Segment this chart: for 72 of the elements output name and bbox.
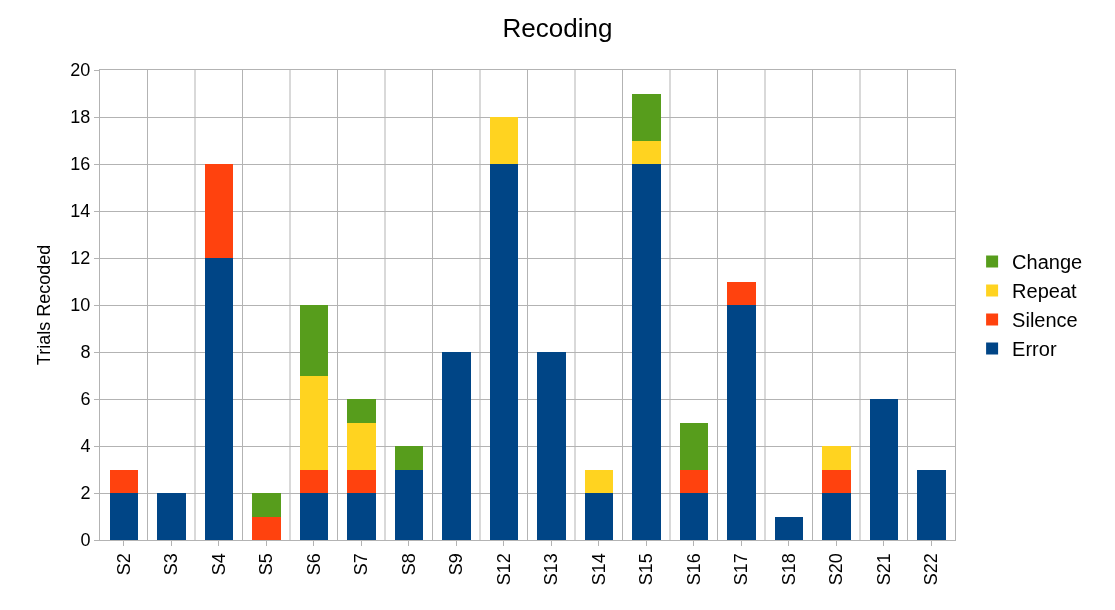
- legend-label: Silence: [1012, 309, 1078, 332]
- x-tick-label: S17: [731, 553, 752, 586]
- bar: [204, 258, 233, 540]
- y-tick-label: 16: [70, 154, 91, 175]
- legend-label: Repeat: [1012, 280, 1078, 303]
- bar: [679, 469, 708, 493]
- legend-label: Error: [1012, 338, 1057, 361]
- y-tick-label: 12: [70, 248, 91, 269]
- bar: [632, 93, 661, 141]
- x-tick-label: S4: [208, 553, 229, 576]
- x-tick-label: S9: [446, 553, 467, 576]
- y-tick-label: 6: [80, 389, 91, 410]
- bar: [774, 516, 803, 540]
- bar: [584, 493, 613, 540]
- y-tick-label: 20: [70, 60, 91, 81]
- bar: [109, 469, 138, 493]
- y-tick-label: 4: [80, 436, 91, 457]
- bar: [822, 469, 851, 493]
- bar: [537, 352, 566, 540]
- x-tick-label: S13: [541, 553, 562, 586]
- bar: [442, 352, 471, 540]
- bar: [347, 399, 376, 423]
- bar: [822, 446, 851, 470]
- bar: [347, 422, 376, 470]
- bar: [347, 493, 376, 540]
- bar: [204, 164, 233, 258]
- legend-label: Change: [1012, 251, 1083, 274]
- chart-title: Recoding: [502, 12, 613, 43]
- bar: [109, 493, 138, 540]
- y-tick-label: 8: [80, 342, 91, 363]
- x-tick-label: S16: [683, 553, 704, 586]
- x-tick-label: S20: [826, 553, 847, 586]
- x-tick-label: S6: [303, 553, 324, 576]
- bar: [299, 305, 328, 376]
- x-tick-label: S2: [113, 553, 134, 576]
- bar: [727, 305, 756, 540]
- bar: [299, 375, 328, 470]
- y-tick-label: 0: [80, 530, 91, 551]
- x-tick-label: S5: [256, 553, 277, 576]
- bar: [299, 493, 328, 540]
- bar: [679, 422, 708, 470]
- x-tick-label: S18: [778, 553, 799, 586]
- x-tick-label: S21: [873, 553, 894, 586]
- x-tick-label: S7: [351, 553, 372, 576]
- x-tick-label: S22: [921, 553, 942, 586]
- x-tick-label: S12: [493, 553, 514, 586]
- x-tick-label: S15: [636, 553, 657, 586]
- bar: [917, 469, 946, 540]
- x-tick-label: S8: [398, 553, 419, 576]
- bar: [489, 117, 518, 164]
- bar: [252, 493, 281, 517]
- bar: [394, 469, 423, 540]
- y-tick-label: 14: [70, 201, 91, 222]
- bar: [727, 281, 756, 305]
- x-tick-label: S14: [588, 553, 609, 586]
- bar: [632, 140, 661, 164]
- bar: [489, 164, 518, 540]
- x-tick-label: S3: [161, 553, 182, 576]
- y-axis-title: Trials Recoded: [33, 244, 54, 366]
- bar: [252, 516, 281, 540]
- bar: [822, 493, 851, 540]
- bar: [299, 469, 328, 493]
- y-tick-label: 18: [70, 107, 91, 128]
- bar: [584, 469, 613, 493]
- bar: [869, 399, 898, 540]
- y-tick-label: 2: [80, 483, 91, 504]
- bar: [679, 493, 708, 540]
- bar: [157, 493, 186, 540]
- bar: [347, 469, 376, 493]
- bar: [394, 446, 423, 470]
- y-tick-label: 10: [70, 295, 91, 316]
- bar: [632, 164, 661, 540]
